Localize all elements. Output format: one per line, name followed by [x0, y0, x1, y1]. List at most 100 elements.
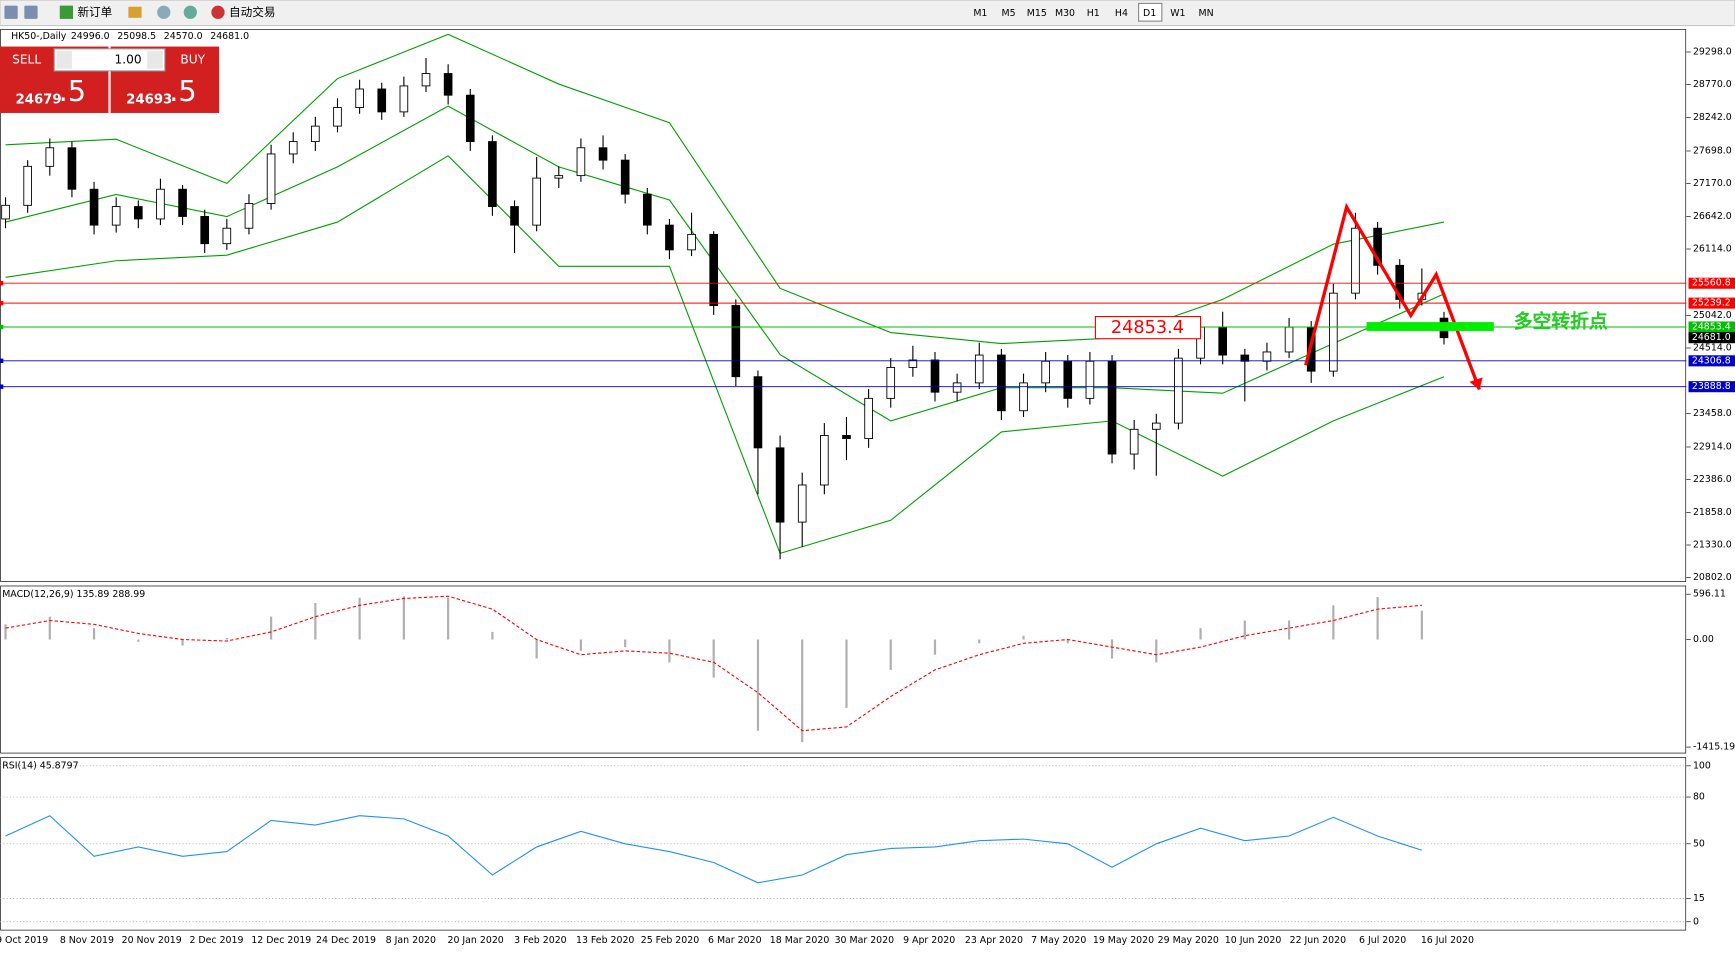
candle-body [1151, 422, 1161, 430]
candle-body [731, 305, 741, 378]
new-order[interactable]: 新订单 [77, 5, 112, 19]
x-tick-label: 8 Nov 2019 [60, 935, 114, 946]
lot-box[interactable] [53, 48, 166, 72]
candle-body [1240, 354, 1250, 362]
drawing-objects: 24853.4 多空转折点 [1094, 202, 1608, 391]
timeframe[interactable]: D1 [1143, 8, 1156, 19]
icon[interactable] [157, 5, 171, 19]
level-tag [1094, 316, 1202, 340]
y-tick-label: 0.00 [1693, 634, 1714, 645]
candle-body [222, 227, 232, 245]
candle-body [200, 216, 210, 245]
x-tick-label: 18 Mar 2020 [770, 935, 830, 946]
icon[interactable] [211, 5, 225, 19]
trade-panel: SELL BUY 1.00 24679 .5 24693 .5 [0, 46, 220, 113]
x-tick-label: 6 Jul 2020 [1359, 935, 1406, 946]
symbol: HK50-,Daily [11, 31, 67, 42]
candle-body [1284, 326, 1294, 353]
buy-price: 24693 [126, 93, 172, 108]
x-tick-label: 22 Jun 2020 [1290, 935, 1347, 946]
sell-fraction: .5 [59, 74, 86, 108]
toolbar-icons [4, 5, 225, 19]
candle-body [1063, 360, 1073, 399]
icon[interactable] [4, 5, 18, 19]
icon[interactable] [128, 6, 142, 18]
x-tick-label: 25 Feb 2020 [641, 935, 699, 946]
level-tag-bg [1688, 355, 1735, 367]
level-tag-bg [1688, 277, 1735, 289]
level-tag-bg [1688, 381, 1735, 393]
y-tick-label: 28242.0 [1693, 112, 1732, 123]
candle-body [399, 85, 409, 113]
x-tick-label: 20 Nov 2019 [122, 935, 182, 946]
y-tick-label: 80 [1693, 792, 1705, 803]
toolbar [0, 0, 1735, 27]
candle-body [488, 141, 497, 207]
candle-body [930, 359, 940, 393]
x-tick-label: 2 Dec 2019 [189, 935, 243, 946]
timeframe[interactable]: H4 [1115, 8, 1128, 19]
icon[interactable] [183, 5, 197, 19]
level-tag-bg [1688, 321, 1735, 333]
y-tick-label: 29298.0 [1693, 46, 1732, 57]
timeframe[interactable]: M1 [973, 8, 987, 19]
lot-up[interactable] [147, 50, 163, 69]
timeframe[interactable]: H1 [1087, 8, 1100, 19]
candle-body [620, 159, 630, 195]
candle-body [997, 354, 1006, 412]
level-marker [0, 300, 4, 306]
x-tick-label: 30 Mar 2020 [835, 935, 895, 946]
candle-body [67, 147, 77, 190]
icon[interactable] [24, 5, 38, 19]
candle-body [974, 354, 984, 384]
y-tick-label: 21330.0 [1693, 540, 1732, 551]
zigzag [1304, 202, 1481, 391]
candle-body [1373, 227, 1382, 266]
candle-body [178, 188, 187, 217]
x-tick-label: 8 Jan 2020 [386, 935, 436, 946]
timeframe[interactable]: M15 [1027, 8, 1047, 19]
timeframe[interactable]: W1 [1170, 8, 1185, 19]
buy-fraction: .5 [169, 74, 196, 108]
candle-body [1107, 360, 1117, 455]
candle-body [465, 94, 475, 143]
timeframe-selected [1138, 2, 1163, 22]
candle-body [709, 233, 719, 306]
candle-body [642, 193, 652, 226]
y-tick-label: 20802.0 [1693, 572, 1732, 583]
sell-price: 24679 [15, 93, 61, 108]
timeframe[interactable]: M30 [1055, 8, 1075, 19]
candle-body [333, 107, 342, 127]
timeframe[interactable]: MN [1199, 8, 1214, 19]
ohlc-value: 25098.5 [117, 31, 156, 42]
candle-body [1329, 292, 1338, 372]
level-marker [0, 281, 4, 286]
x-tick-label: 24 Dec 2019 [316, 935, 376, 946]
auto-trading[interactable]: 自动交易 [229, 5, 275, 19]
x-tick-label: 6 Mar 2020 [708, 935, 762, 946]
candle-body [886, 366, 896, 399]
x-tick-label: 3 Feb 2020 [514, 935, 566, 946]
candle-body [576, 147, 586, 177]
icon[interactable] [59, 5, 74, 19]
ohlc-value: 24570.0 [164, 31, 203, 42]
candle-body [1174, 357, 1183, 424]
y-tick-label: 15 [1693, 893, 1705, 904]
candle-body [753, 376, 763, 449]
candle-body [45, 147, 55, 167]
x-tick-label: 13 Feb 2020 [576, 935, 634, 946]
candle-body [908, 359, 918, 368]
level-value: 25560.8 [1692, 278, 1731, 289]
annotation: 多空转折点 [1514, 310, 1608, 333]
macd-pane [0, 585, 1687, 754]
candle-body [443, 73, 453, 96]
x-tick-label: 7 May 2020 [1031, 935, 1086, 946]
timeframe[interactable]: M5 [1002, 8, 1016, 19]
candle-body [797, 484, 807, 523]
lot-down[interactable] [56, 50, 72, 69]
y-tick-label: 100 [1693, 760, 1711, 771]
x-tick-label: 19 May 2020 [1093, 935, 1154, 946]
level-marker [0, 324, 4, 330]
buy-label: BUY [180, 52, 205, 66]
